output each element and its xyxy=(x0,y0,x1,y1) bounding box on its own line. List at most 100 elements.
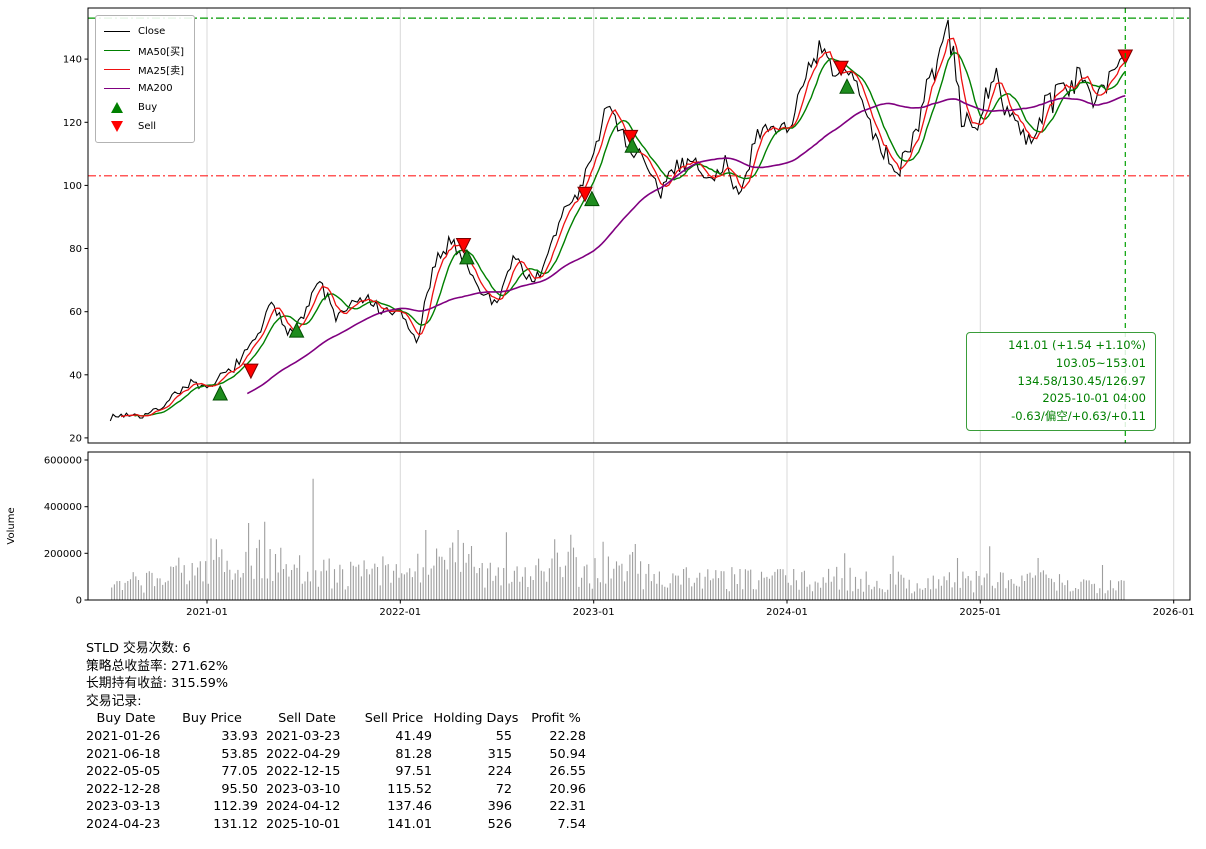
close-line xyxy=(109,19,1126,422)
trade-table-cell: 315 xyxy=(487,746,512,762)
trade-table-cell: 2025-10-01 xyxy=(266,816,341,832)
x-tick-label: 2024-01 xyxy=(766,607,808,618)
stat-trade-count: STLD 交易次数: 6 xyxy=(86,641,191,656)
sell-marker xyxy=(243,363,259,380)
legend-line-swatch xyxy=(104,50,130,51)
volume-axis-label: Volume xyxy=(6,507,17,544)
trade-table-cell: 22.28 xyxy=(549,728,586,744)
trade-table-cell: 50.94 xyxy=(549,746,586,762)
trade-table-row: 2022-12-28 95.50 2023-03-10 115.52 72 20.96 xyxy=(86,781,592,799)
price-tick-label: 60 xyxy=(69,307,82,318)
volume-tick-label: 400000 xyxy=(44,502,82,513)
legend-item-ma50: MA50[买] xyxy=(104,41,184,60)
trade-table-cell: 137.46 xyxy=(387,799,432,815)
annotation-line: 141.01 (+1.54 +1.10%) xyxy=(1008,338,1146,352)
trade-table-cell: 72 xyxy=(495,781,512,797)
legend-item-ma25: MA25[卖] xyxy=(104,60,184,79)
trade-table-row: 2021-01-26 33.93 2021-03-23 41.49 55 22.28 xyxy=(86,728,592,746)
volume-tick-label: 0 xyxy=(76,596,82,607)
trade-table-header-cell: Holding Days xyxy=(433,711,519,727)
trade-table-cell: 141.01 xyxy=(387,816,432,832)
trade-table-cell: 2024-04-23 xyxy=(86,816,161,832)
price-tick-label: 40 xyxy=(69,370,82,381)
trade-table-cell: 77.05 xyxy=(221,764,258,780)
buy-marker xyxy=(584,190,600,207)
quote-annotation-box: 141.01 (+1.54 +1.10%) 103.05~153.01 134.58… xyxy=(966,332,1156,431)
price-tick-label: 140 xyxy=(63,55,82,66)
sell-marker xyxy=(622,129,639,146)
sell-triangle-icon xyxy=(104,121,130,132)
trade-table-cell: 2021-01-26 xyxy=(86,728,161,744)
sell-marker xyxy=(577,186,593,203)
trade-table-cell: 2021-03-23 xyxy=(266,728,341,744)
legend-marker-shape xyxy=(111,121,123,132)
trade-table-row: 2022-05-05 77.05 2022-12-15 97.51 224 26.55 xyxy=(86,763,592,781)
price-volume-chart: 20 40 60 80 100 120 140 0 200000 400000 600000 2021… xyxy=(6,7,1195,618)
trade-table-cell: 2021-06-18 xyxy=(86,746,161,762)
trade-table-cell: 97.51 xyxy=(395,764,432,780)
legend-label: Sell xyxy=(138,121,157,132)
annotation-line: 2025-10-01 04:00 xyxy=(1042,391,1146,406)
legend-label: MA200 xyxy=(138,83,173,94)
trade-table-cell: 131.12 xyxy=(213,816,258,832)
trade-table: Buy Date Buy Price Sell Date Sell Price Hold… xyxy=(86,710,592,833)
legend-marker-shape xyxy=(104,88,130,89)
trade-table-header-cell: Buy Price xyxy=(182,711,242,727)
trade-table-cell: 526 xyxy=(487,816,512,832)
ma200-line xyxy=(246,95,1126,395)
legend-marker-shape xyxy=(104,69,130,70)
buy-marker xyxy=(212,384,229,401)
legend-line-swatch xyxy=(104,31,130,32)
price-tick-label: 80 xyxy=(69,244,82,255)
trade-table-cell: 53.85 xyxy=(221,746,258,762)
legend-label: MA50[买] xyxy=(138,47,184,58)
volume-tick-label: 600000 xyxy=(44,456,82,467)
legend-label: MA25[卖] xyxy=(138,66,184,77)
trade-table-cell: 396 xyxy=(487,799,512,815)
x-tick-label: 2023-01 xyxy=(573,607,615,618)
legend-item-sell: Sell xyxy=(104,117,184,136)
strategy-stats-block: STLD 交易次数: 6 策略总收益率: 271.62% 长期持有收益: 315… xyxy=(86,640,592,834)
trade-table-row: 2024-04-23 131.12 2025-10-01 141.01 526 7.54 xyxy=(86,816,592,834)
legend-marker-shape xyxy=(111,102,123,113)
trade-table-cell: 112.39 xyxy=(213,799,258,815)
trade-table-cell: 95.50 xyxy=(221,781,258,797)
trade-table-header-cell: Sell Date xyxy=(278,711,336,727)
trade-table-cell: 2022-05-05 xyxy=(86,764,161,780)
stat-strategy-return: 策略总收益率: 271.62% xyxy=(86,658,229,674)
stat-trade-log-title: 交易记录: xyxy=(86,693,142,709)
buy-marker xyxy=(839,78,855,94)
buy-triangle-icon xyxy=(104,102,130,113)
x-tick-label: 2022-01 xyxy=(379,607,421,618)
legend-label: Buy xyxy=(138,102,158,113)
legend-item-close: Close xyxy=(104,22,184,41)
trade-table-cell: 81.28 xyxy=(395,746,432,762)
x-tick-label: 2021-01 xyxy=(186,607,228,618)
ma50-line xyxy=(134,52,1126,417)
x-tick-label: 2025-01 xyxy=(959,607,1001,618)
trade-table-cell: 224 xyxy=(487,764,512,780)
price-tick-label: 120 xyxy=(63,118,82,129)
ma25-line xyxy=(120,37,1126,418)
price-panel-border xyxy=(87,7,1191,444)
trade-table-cell: 22.31 xyxy=(549,799,586,815)
buy-marker xyxy=(624,137,641,153)
trade-table-header-cell: Profit % xyxy=(531,711,581,727)
trade-table-cell: 2023-03-13 xyxy=(86,799,161,815)
buy-marker xyxy=(288,321,305,338)
price-tick-label: 20 xyxy=(69,433,82,444)
annotation-line: 134.58/130.45/126.97 xyxy=(1017,373,1146,388)
trade-table-cell: 2024-04-12 xyxy=(266,799,341,815)
legend-item-ma200: MA200 xyxy=(104,79,184,98)
legend-line-swatch xyxy=(104,69,130,70)
trade-table-row: 2023-03-13 112.39 2024-04-12 137.46 396 22.31 xyxy=(86,798,592,816)
trade-table-header-cell: Buy Date xyxy=(96,711,156,727)
price-tick-label: 100 xyxy=(63,181,82,192)
volume-tick-label: 200000 xyxy=(44,549,82,560)
x-tick-label: 2026-01 xyxy=(1153,607,1195,618)
trade-table-cell: 7.54 xyxy=(557,816,587,832)
annotation-line: 103.05~153.01 xyxy=(1055,355,1146,370)
trade-table-cell: 20.96 xyxy=(549,781,586,797)
sell-marker xyxy=(833,60,849,77)
